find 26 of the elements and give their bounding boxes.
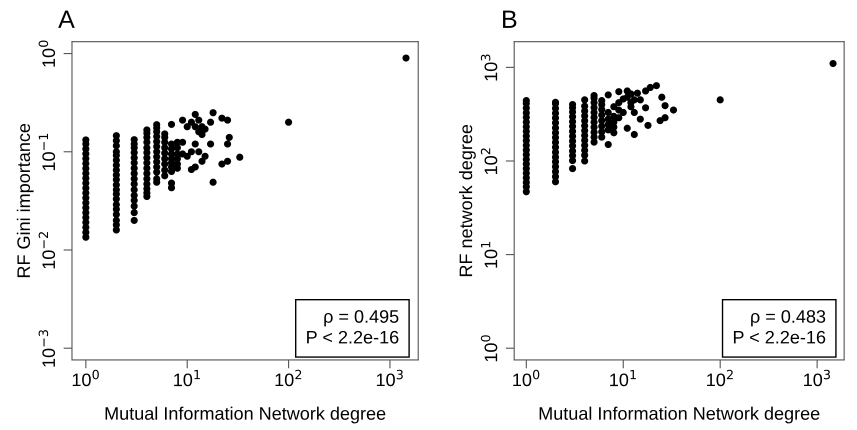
x-tick-label: 10$^{1}$ — [610, 370, 636, 386]
x-tick-label: 10$^{3}$ — [804, 370, 830, 386]
chart-title: B — [503, 10, 516, 28]
y-axis-title: RF Gini importance — [16, 124, 34, 278]
y-tick-label: 10$^{2}$ — [480, 148, 498, 174]
y-tick-label: 10$^{−2}$ — [38, 232, 56, 268]
y-tick-label: 10$^{0}$ — [38, 40, 56, 67]
x-axis-title: Mutual Information Network degree — [540, 406, 820, 424]
y-axis-title: RF network degree — [459, 124, 476, 276]
annotation: P < 2.2e-16 — [734, 330, 826, 344]
y-tick-label: 10$^{0}$ — [480, 335, 498, 362]
x-tick-label: 10$^{1}$ — [174, 370, 200, 386]
annotation: ρ = 0.483 — [751, 310, 826, 326]
y-tick-label: 10$^{−1}$ — [38, 134, 56, 170]
x-axis-title: Mutual Information Network degree — [106, 406, 386, 424]
y-tick-label: 10$^{1}$ — [481, 242, 498, 268]
y-tick-label: 10$^{−3}$ — [38, 330, 56, 367]
annotation: ρ = 0.495 — [324, 310, 398, 326]
x-tick-label: 10$^{3}$ — [376, 370, 403, 386]
x-tick-label: 10$^{2}$ — [707, 370, 733, 386]
x-tick-label: 10$^{2}$ — [276, 370, 302, 386]
x-tick-label: 10$^{0}$ — [72, 370, 99, 386]
x-tick-label: 10$^{0}$ — [513, 370, 540, 386]
chart-title: A — [58, 10, 75, 28]
y-tick-label: 10$^{3}$ — [480, 54, 498, 80]
annotation: P < 2.2e-16 — [307, 330, 398, 344]
